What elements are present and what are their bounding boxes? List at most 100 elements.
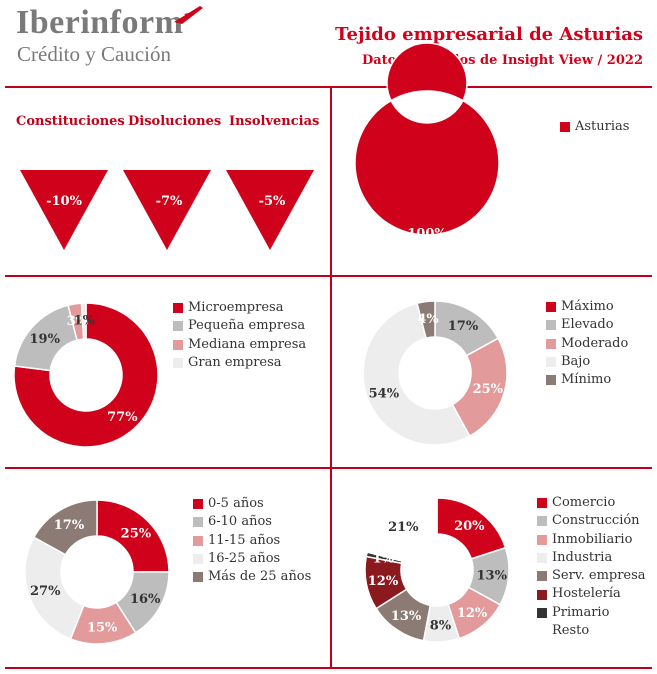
legend-label: 0-5 años bbox=[208, 496, 264, 511]
indicator-label-constituciones: Constituciones bbox=[16, 114, 125, 129]
plane-logo-icon bbox=[174, 6, 203, 24]
legend-label: Serv. empresa bbox=[552, 568, 646, 584]
slice-label-microempresa: 77% bbox=[107, 410, 138, 425]
slice-label-peque-a-empresa: 19% bbox=[30, 332, 61, 347]
indicator-constituciones: -10% bbox=[20, 170, 108, 250]
legend-swatch bbox=[546, 302, 556, 313]
slice-asturias bbox=[354, 42, 500, 236]
legend-company-age: 0-5 años 6-10 años 11-15 años 16-25 años Más… bbox=[193, 495, 311, 586]
legend-swatch bbox=[537, 589, 547, 600]
legend-swatch bbox=[173, 321, 183, 332]
legend-item: Pequeña empresa bbox=[173, 317, 306, 335]
page-title: Tejido empresarial de Asturias bbox=[335, 24, 643, 45]
divider-row2 bbox=[5, 467, 652, 469]
legend-item: Comercio bbox=[537, 494, 646, 512]
legend-label: Asturias bbox=[575, 119, 630, 134]
donut-chart-4 bbox=[364, 497, 510, 643]
legend-label: 16-25 años bbox=[208, 550, 281, 566]
legend-label: Moderado bbox=[561, 335, 629, 351]
slice-label-serv-empresa: 13% bbox=[391, 609, 422, 624]
slice-label-industria: 8% bbox=[430, 618, 452, 633]
slice-label-6-10-a-os: 16% bbox=[130, 592, 161, 607]
legend-item: Moderado bbox=[546, 335, 628, 353]
legend-item: Inmobiliario bbox=[537, 531, 646, 549]
legend-item: Construcción bbox=[537, 512, 646, 530]
slice-label-11-15-a-os: 15% bbox=[87, 620, 118, 635]
legend-asturias: Asturias bbox=[560, 118, 629, 136]
legend-item: Bajo bbox=[546, 353, 628, 371]
donut-chart-3 bbox=[24, 499, 170, 645]
legend-label: Gran empresa bbox=[188, 354, 282, 370]
slice-microempresa bbox=[13, 302, 159, 448]
legend-item: Mínimo bbox=[546, 371, 628, 389]
legend-swatch bbox=[546, 357, 556, 368]
donut-chart-0 bbox=[354, 42, 500, 236]
slice-resto bbox=[366, 497, 438, 562]
indicator-insolvencias: -5% bbox=[226, 170, 314, 250]
legend-label: Primario bbox=[552, 604, 610, 620]
legend-item: Mediana empresa bbox=[173, 336, 306, 354]
legend-swatch bbox=[546, 338, 556, 349]
legend-item: 16-25 años bbox=[193, 550, 311, 568]
logo-wordmark: Iberinform bbox=[16, 4, 184, 41]
legend-item: 11-15 años bbox=[193, 532, 311, 550]
slice-label-resto: 21% bbox=[388, 520, 419, 535]
legend-label: Mediana empresa bbox=[188, 336, 307, 352]
slice-label-inmobiliario: 12% bbox=[457, 606, 488, 621]
divider-bottom bbox=[5, 667, 652, 669]
legend-label: Más de 25 años bbox=[208, 569, 312, 585]
slice-label-asturias: 100% bbox=[407, 227, 447, 242]
legend-label: 11-15 años bbox=[208, 532, 281, 548]
legend-item: Industria bbox=[537, 549, 646, 567]
legend-item: Más de 25 años bbox=[193, 568, 311, 586]
legend-label: Pequeña empresa bbox=[188, 318, 306, 334]
legend-label: Microempresa bbox=[188, 300, 284, 315]
logo-tagline: Crédito y Caución bbox=[17, 42, 171, 66]
legend-swatch bbox=[193, 554, 203, 565]
slice-label-hosteler-a: 12% bbox=[368, 574, 399, 589]
legend-item: Resto bbox=[537, 622, 646, 640]
legend-swatch bbox=[537, 498, 547, 509]
legend-item: Hostelería bbox=[537, 585, 646, 603]
indicator-label-insolvencias: Insolvencias bbox=[229, 114, 320, 129]
slice-label-elevado: 17% bbox=[448, 319, 479, 334]
legend-swatch bbox=[193, 572, 203, 583]
legend-swatch bbox=[193, 499, 203, 510]
legend-item: Máximo bbox=[546, 298, 628, 316]
legend-swatch bbox=[546, 320, 556, 331]
slice-label-mediana-empresa: 3% bbox=[67, 314, 89, 329]
slice-label-0-5-a-os: 25% bbox=[121, 527, 152, 542]
slice-label-comercio: 20% bbox=[454, 519, 485, 534]
legend-label: Industria bbox=[552, 549, 613, 565]
legend-item: Elevado bbox=[546, 316, 628, 334]
legend-label: Construcción bbox=[552, 513, 640, 529]
legend-swatch bbox=[537, 534, 547, 545]
slice-label-16-25-a-os: 27% bbox=[30, 584, 61, 599]
legend-swatch bbox=[193, 517, 203, 528]
donut-chart-1 bbox=[13, 302, 159, 448]
legend-item: Primario bbox=[537, 604, 646, 622]
legend-swatch bbox=[560, 122, 570, 133]
legend-risk: Máximo Elevado Moderado Bajo Mínimo bbox=[546, 298, 628, 389]
legend-swatch bbox=[537, 607, 547, 618]
slice-label-m-nimo: 4% bbox=[417, 312, 439, 327]
legend-label: Hostelería bbox=[552, 586, 621, 602]
legend-label: Elevado bbox=[561, 317, 614, 333]
legend-swatch bbox=[173, 339, 183, 350]
legend-sector: Comercio Construcción Inmobiliario Industri… bbox=[537, 494, 646, 640]
donut-chart-2 bbox=[362, 300, 508, 446]
slice-label-primario: 1% bbox=[373, 552, 395, 567]
slice-label-bajo: 54% bbox=[369, 387, 400, 402]
legend-swatch bbox=[537, 553, 547, 564]
indicator-value-insolvencias: -5% bbox=[259, 194, 286, 209]
legend-item: 6-10 años bbox=[193, 513, 311, 531]
legend-swatch bbox=[537, 516, 547, 527]
divider-top bbox=[5, 86, 652, 88]
legend-item: Serv. empresa bbox=[537, 567, 646, 585]
legend-label: 6-10 años bbox=[208, 514, 272, 530]
indicator-value-disoluciones: -7% bbox=[156, 194, 183, 209]
legend-item: Gran empresa bbox=[173, 354, 306, 372]
indicator-value-constituciones: -10% bbox=[46, 194, 82, 209]
